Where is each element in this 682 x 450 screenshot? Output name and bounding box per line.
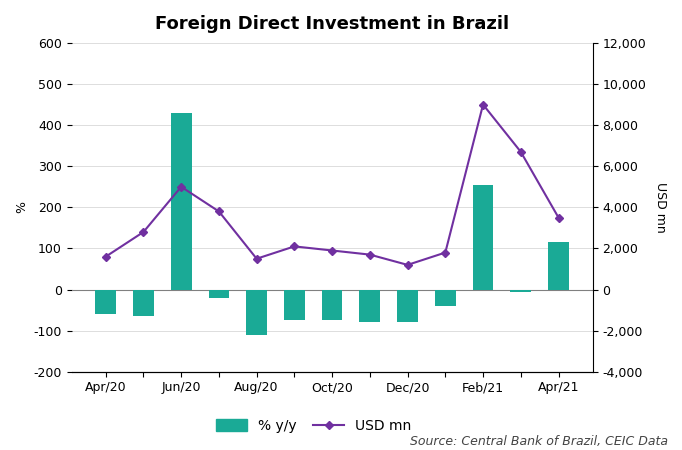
Bar [246, 289, 267, 335]
Bar [209, 289, 229, 298]
USD mn [102, 254, 110, 259]
USD mn [404, 262, 412, 268]
Bar [170, 113, 192, 289]
Bar [359, 289, 381, 323]
Bar [473, 184, 493, 289]
USD mn [554, 215, 563, 220]
Bar [284, 289, 305, 320]
USD mn [177, 184, 186, 189]
USD mn [441, 250, 449, 255]
Bar [435, 289, 456, 306]
Legend: % y/y, USD mn: % y/y, USD mn [211, 414, 417, 439]
USD mn [291, 244, 299, 249]
Bar [322, 289, 342, 320]
Title: Foreign Direct Investment in Brazil: Foreign Direct Investment in Brazil [155, 15, 509, 33]
Line: USD mn: USD mn [103, 102, 561, 268]
Bar [133, 289, 154, 316]
Bar [397, 289, 418, 323]
USD mn [328, 248, 336, 253]
Y-axis label: USD mn: USD mn [654, 182, 667, 233]
Bar [510, 289, 531, 292]
Y-axis label: %: % [15, 201, 28, 213]
USD mn [252, 256, 261, 261]
USD mn [517, 149, 525, 154]
USD mn [139, 230, 147, 235]
USD mn [479, 102, 487, 107]
USD mn [215, 209, 223, 214]
USD mn [366, 252, 374, 257]
Bar [95, 289, 116, 314]
Bar [548, 242, 569, 289]
Text: Source: Central Bank of Brazil, CEIC Data: Source: Central Bank of Brazil, CEIC Dat… [411, 435, 668, 448]
